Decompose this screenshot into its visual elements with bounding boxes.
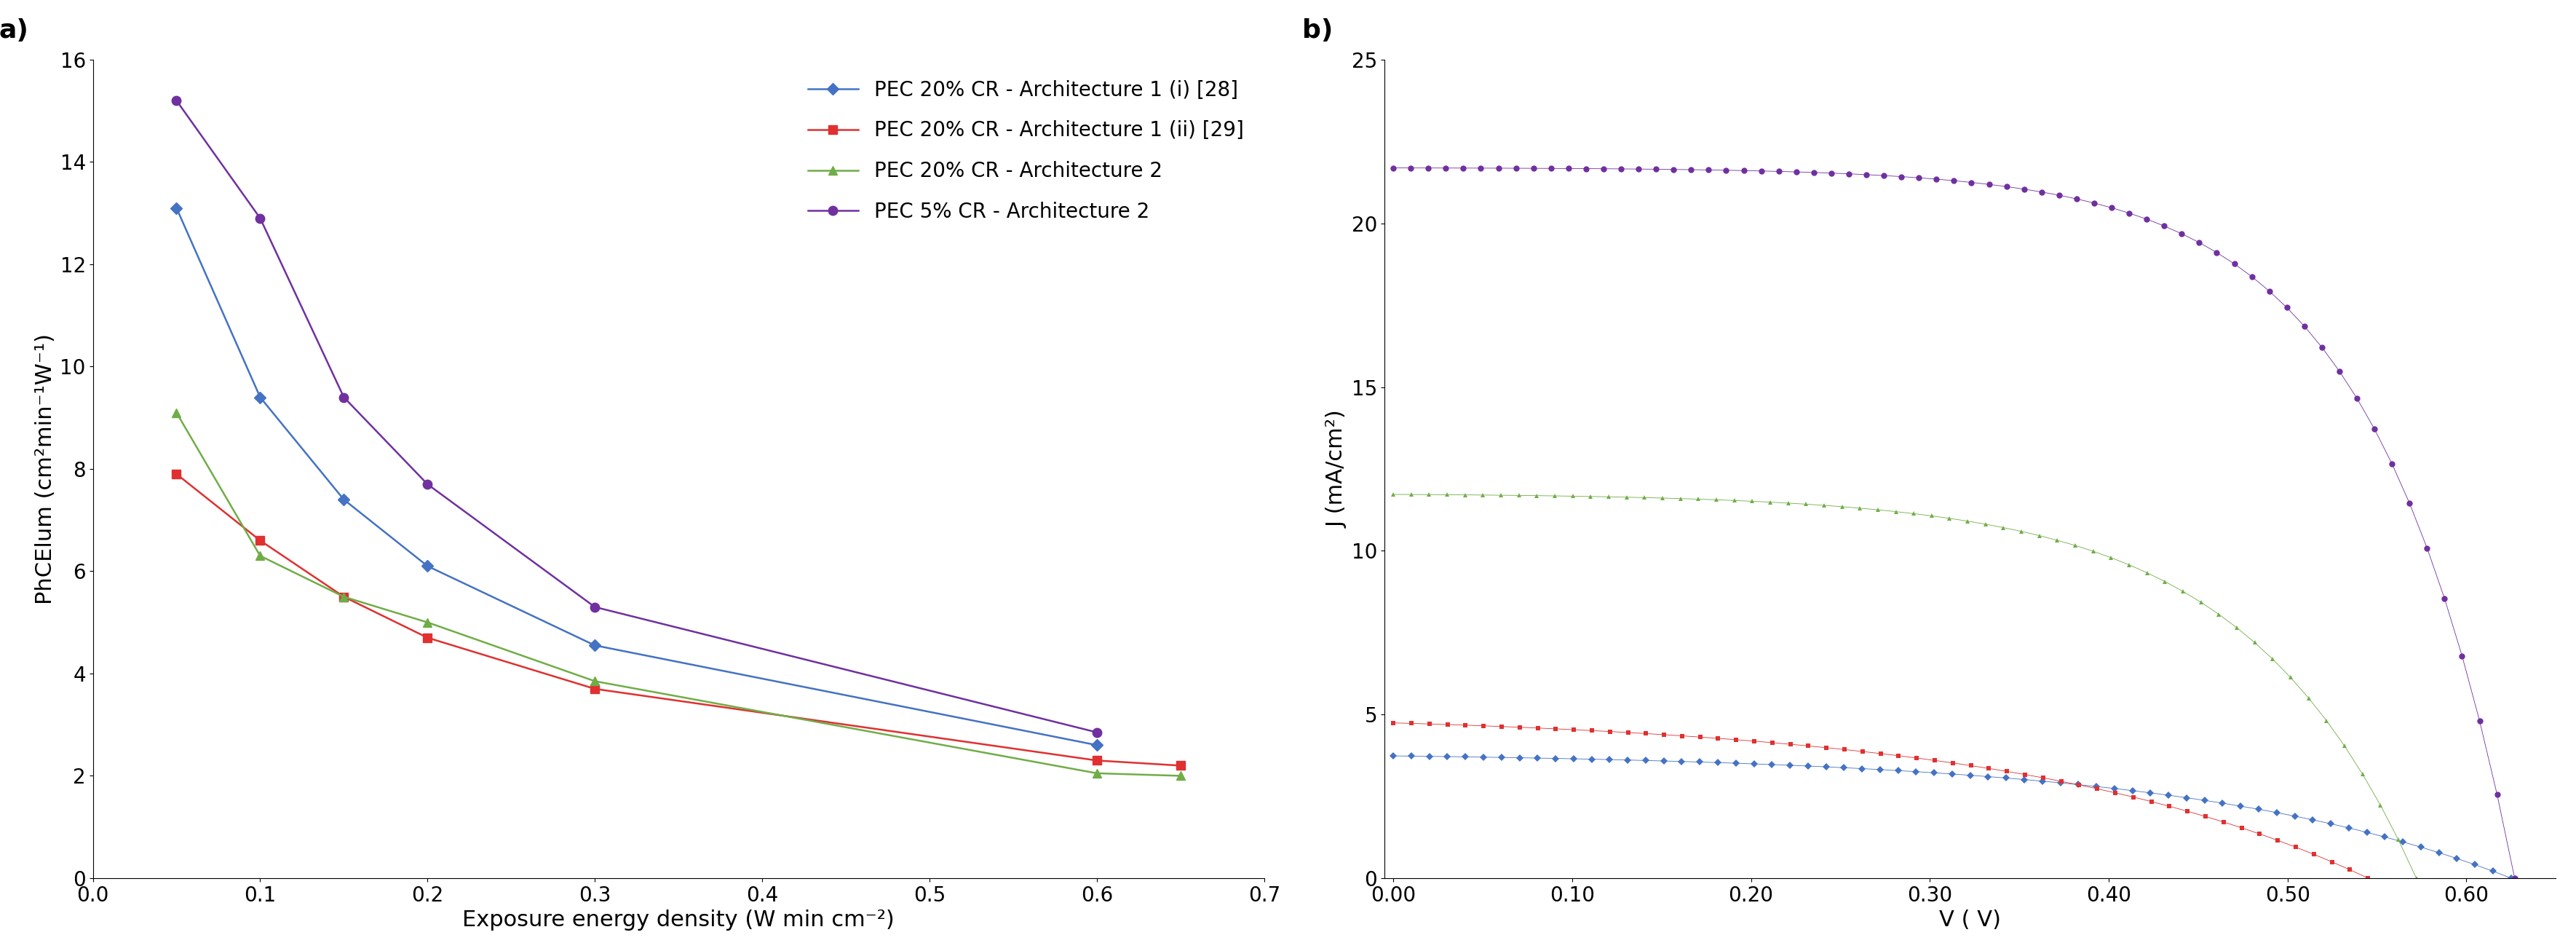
Legend: PEC 20% CR - Architecture 1 (i) [28], PEC 20% CR - Architecture 1 (ii) [29], PEC: PEC 20% CR - Architecture 1 (i) [28], PE…	[799, 69, 1255, 232]
PEC 20% CR - Architecture 1 (i) [28]	[162, 203, 193, 214]
PEC 5% CR - Architecture 2	[245, 212, 276, 223]
PEC 20% CR - Architecture 2	[327, 592, 358, 603]
PEC 20% CR - Architecture 1 (ii) [29]	[162, 468, 193, 479]
Text: b): b)	[1303, 18, 1334, 43]
PEC 20% CR - Architecture 1 (ii) [29]	[1164, 760, 1195, 771]
PEC 20% CR - Architecture 1 (ii) [29]	[1082, 755, 1113, 767]
PEC 20% CR - Architecture 1 (ii) [29]	[327, 592, 358, 603]
PEC 5% CR - Architecture 2	[327, 392, 358, 403]
PEC 20% CR - Architecture 1 (i) [28]	[245, 392, 276, 403]
PEC 20% CR - Architecture 2	[245, 550, 276, 561]
PEC 20% CR - Architecture 2	[412, 616, 443, 628]
Line: PEC 20% CR - Architecture 2: PEC 20% CR - Architecture 2	[173, 409, 1185, 780]
PEC 20% CR - Architecture 1 (ii) [29]	[580, 683, 611, 694]
PEC 5% CR - Architecture 2	[580, 601, 611, 612]
PEC 20% CR - Architecture 1 (i) [28]	[1082, 740, 1113, 751]
Line: PEC 20% CR - Architecture 1 (i) [28]: PEC 20% CR - Architecture 1 (i) [28]	[173, 204, 1100, 749]
PEC 5% CR - Architecture 2	[162, 95, 193, 107]
PEC 20% CR - Architecture 2	[162, 407, 193, 418]
PEC 5% CR - Architecture 2	[412, 478, 443, 490]
X-axis label: Exposure energy density (W min cm⁻²): Exposure energy density (W min cm⁻²)	[464, 910, 894, 931]
PEC 20% CR - Architecture 2	[1164, 770, 1195, 782]
Line: PEC 5% CR - Architecture 2: PEC 5% CR - Architecture 2	[173, 96, 1103, 737]
Line: PEC 20% CR - Architecture 1 (ii) [29]: PEC 20% CR - Architecture 1 (ii) [29]	[173, 470, 1185, 769]
PEC 5% CR - Architecture 2	[1082, 727, 1113, 738]
Y-axis label: PhCElum (cm²min⁻¹W⁻¹): PhCElum (cm²min⁻¹W⁻¹)	[36, 334, 57, 604]
Text: a): a)	[0, 18, 28, 43]
PEC 20% CR - Architecture 1 (i) [28]	[327, 494, 358, 505]
PEC 20% CR - Architecture 2	[1082, 767, 1113, 779]
Y-axis label: J (mA/cm²): J (mA/cm²)	[1327, 410, 1347, 528]
PEC 20% CR - Architecture 1 (i) [28]	[412, 560, 443, 572]
PEC 20% CR - Architecture 1 (ii) [29]	[245, 534, 276, 546]
PEC 20% CR - Architecture 1 (i) [28]	[580, 640, 611, 651]
PEC 20% CR - Architecture 2	[580, 675, 611, 687]
X-axis label: V ( V): V ( V)	[1940, 910, 2002, 931]
PEC 20% CR - Architecture 1 (ii) [29]	[412, 632, 443, 644]
